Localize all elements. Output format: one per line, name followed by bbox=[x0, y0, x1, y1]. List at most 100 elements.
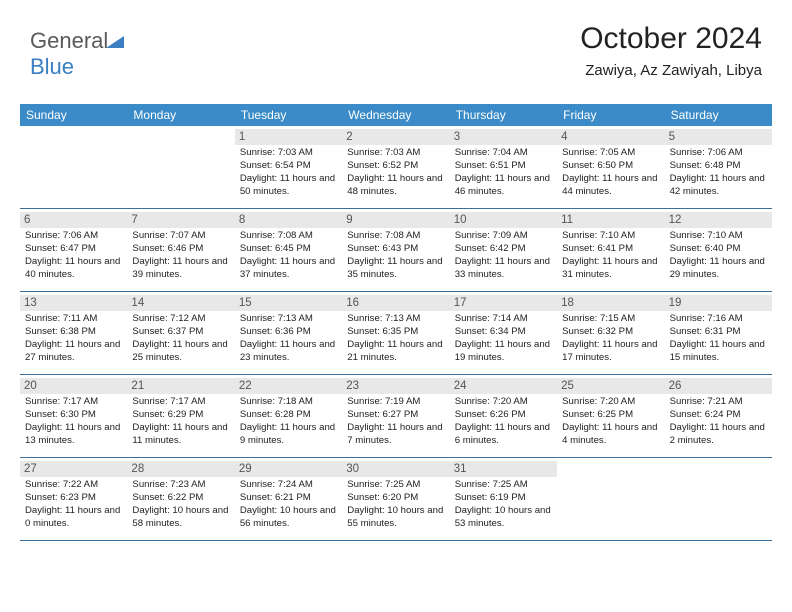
brand-part1: General bbox=[30, 28, 108, 53]
calendar-cell: 3Sunrise: 7:04 AMSunset: 6:51 PMDaylight… bbox=[450, 126, 557, 208]
day-number: . bbox=[127, 129, 234, 145]
day-number: 9 bbox=[342, 212, 449, 228]
day-info: Sunrise: 7:09 AMSunset: 6:42 PMDaylight:… bbox=[455, 230, 552, 282]
day-info: Sunrise: 7:14 AMSunset: 6:34 PMDaylight:… bbox=[455, 313, 552, 365]
day-info: Sunrise: 7:17 AMSunset: 6:29 PMDaylight:… bbox=[132, 396, 229, 448]
calendar-cell: 19 Sunrise: 7:16 AMSunset: 6:31 PMDayligh… bbox=[665, 292, 772, 374]
calendar-cell: 30 Sunrise: 7:25 AMSunset: 6:20 PMDayligh… bbox=[342, 458, 449, 540]
calendar-cell: 16Sunrise: 7:13 AMSunset: 6:35 PMDayligh… bbox=[342, 292, 449, 374]
calendar-cell: 28 Sunrise: 7:23 AMSunset: 6:22 PMDayligh… bbox=[127, 458, 234, 540]
calendar-cell-blank: . bbox=[127, 126, 234, 208]
day-info: Sunrise: 7:16 AMSunset: 6:31 PMDaylight:… bbox=[670, 313, 767, 365]
calendar-cell: 25 Sunrise: 7:20 AMSunset: 6:25 PMDayligh… bbox=[557, 375, 664, 457]
day-number: 19 bbox=[665, 295, 772, 311]
day-number: 22 bbox=[235, 378, 342, 394]
day-info: Sunrise: 7:06 AMSunset: 6:48 PMDaylight:… bbox=[670, 147, 767, 199]
day-number: 30 bbox=[342, 461, 449, 477]
day-info: Sunrise: 7:07 AMSunset: 6:46 PMDaylight:… bbox=[132, 230, 229, 282]
day-number: 31 bbox=[450, 461, 557, 477]
calendar-cell: 6 Sunrise: 7:06 AMSunset: 6:47 PMDaylight… bbox=[20, 209, 127, 291]
day-info: Sunrise: 7:25 AMSunset: 6:20 PMDaylight:… bbox=[347, 479, 444, 531]
calendar-cell-blank: . bbox=[665, 458, 772, 540]
calendar-cell: 1Sunrise: 7:03 AMSunset: 6:54 PMDaylight… bbox=[235, 126, 342, 208]
day-info: Sunrise: 7:03 AMSunset: 6:54 PMDaylight:… bbox=[240, 147, 337, 199]
calendar-cell: 23 Sunrise: 7:19 AMSunset: 6:27 PMDayligh… bbox=[342, 375, 449, 457]
calendar-cell: 31 Sunrise: 7:25 AMSunset: 6:19 PMDayligh… bbox=[450, 458, 557, 540]
day-info: Sunrise: 7:19 AMSunset: 6:27 PMDaylight:… bbox=[347, 396, 444, 448]
day-info: Sunrise: 7:13 AMSunset: 6:36 PMDaylight:… bbox=[240, 313, 337, 365]
calendar-cell: 5 Sunrise: 7:06 AMSunset: 6:48 PMDaylight… bbox=[665, 126, 772, 208]
day-info: Sunrise: 7:25 AMSunset: 6:19 PMDaylight:… bbox=[455, 479, 552, 531]
day-number: 25 bbox=[557, 378, 664, 394]
day-number: 28 bbox=[127, 461, 234, 477]
calendar-cell: 29 Sunrise: 7:24 AMSunset: 6:21 PMDayligh… bbox=[235, 458, 342, 540]
calendar-cell: 20 Sunrise: 7:17 AMSunset: 6:30 PMDayligh… bbox=[20, 375, 127, 457]
day-info: Sunrise: 7:13 AMSunset: 6:35 PMDaylight:… bbox=[347, 313, 444, 365]
day-number: 29 bbox=[235, 461, 342, 477]
flag-icon bbox=[106, 34, 128, 50]
day-info: Sunrise: 7:10 AMSunset: 6:41 PMDaylight:… bbox=[562, 230, 659, 282]
calendar-cell: 21 Sunrise: 7:17 AMSunset: 6:29 PMDayligh… bbox=[127, 375, 234, 457]
calendar-cell: 15 Sunrise: 7:13 AMSunset: 6:36 PMDayligh… bbox=[235, 292, 342, 374]
calendar-cell: 27 Sunrise: 7:22 AMSunset: 6:23 PMDayligh… bbox=[20, 458, 127, 540]
day-number: 15 bbox=[235, 295, 342, 311]
calendar-cell: 22Sunrise: 7:18 AMSunset: 6:28 PMDayligh… bbox=[235, 375, 342, 457]
day-number: 23 bbox=[342, 378, 449, 394]
day-number: 13 bbox=[20, 295, 127, 311]
title-location: Zawiya, Az Zawiyah, Libya bbox=[580, 62, 762, 79]
day-number: 26 bbox=[665, 378, 772, 394]
calendar-cell: 11Sunrise: 7:10 AMSunset: 6:41 PMDayligh… bbox=[557, 209, 664, 291]
day-info: Sunrise: 7:20 AMSunset: 6:26 PMDaylight:… bbox=[455, 396, 552, 448]
brand-part2: Blue bbox=[30, 54, 74, 79]
calendar-cell: 26Sunrise: 7:21 AMSunset: 6:24 PMDayligh… bbox=[665, 375, 772, 457]
calendar-cell: 7 Sunrise: 7:07 AMSunset: 6:46 PMDaylight… bbox=[127, 209, 234, 291]
calendar-week: ..1Sunrise: 7:03 AMSunset: 6:54 PMDaylig… bbox=[20, 126, 772, 209]
day-info: Sunrise: 7:20 AMSunset: 6:25 PMDaylight:… bbox=[562, 396, 659, 448]
day-number: 4 bbox=[557, 129, 664, 145]
day-number: 6 bbox=[20, 212, 127, 228]
day-number: 10 bbox=[450, 212, 557, 228]
day-info: Sunrise: 7:03 AMSunset: 6:52 PMDaylight:… bbox=[347, 147, 444, 199]
title-month: October 2024 bbox=[580, 22, 762, 56]
day-number: 5 bbox=[665, 129, 772, 145]
page-title: October 2024 Zawiya, Az Zawiyah, Libya bbox=[580, 22, 762, 79]
day-info: Sunrise: 7:05 AMSunset: 6:50 PMDaylight:… bbox=[562, 147, 659, 199]
day-number: 8 bbox=[235, 212, 342, 228]
calendar-cell: 13 Sunrise: 7:11 AMSunset: 6:38 PMDayligh… bbox=[20, 292, 127, 374]
weekday-label: Friday bbox=[557, 104, 664, 126]
day-info: Sunrise: 7:11 AMSunset: 6:38 PMDaylight:… bbox=[25, 313, 122, 365]
calendar-cell-blank: . bbox=[557, 458, 664, 540]
calendar-cell: 10 Sunrise: 7:09 AMSunset: 6:42 PMDayligh… bbox=[450, 209, 557, 291]
calendar-week: 27 Sunrise: 7:22 AMSunset: 6:23 PMDayligh… bbox=[20, 458, 772, 541]
day-number: 20 bbox=[20, 378, 127, 394]
day-number: 17 bbox=[450, 295, 557, 311]
day-number: 2 bbox=[342, 129, 449, 145]
weekday-label: Tuesday bbox=[235, 104, 342, 126]
weekday-label: Wednesday bbox=[342, 104, 449, 126]
calendar-cell: 9Sunrise: 7:08 AMSunset: 6:43 PMDaylight… bbox=[342, 209, 449, 291]
day-number: . bbox=[665, 461, 772, 477]
day-number: . bbox=[557, 461, 664, 477]
day-number: 27 bbox=[20, 461, 127, 477]
weekday-label: Thursday bbox=[450, 104, 557, 126]
day-info: Sunrise: 7:24 AMSunset: 6:21 PMDaylight:… bbox=[240, 479, 337, 531]
calendar-cell: 17 Sunrise: 7:14 AMSunset: 6:34 PMDayligh… bbox=[450, 292, 557, 374]
day-info: Sunrise: 7:15 AMSunset: 6:32 PMDaylight:… bbox=[562, 313, 659, 365]
day-info: Sunrise: 7:22 AMSunset: 6:23 PMDaylight:… bbox=[25, 479, 122, 531]
day-number: 7 bbox=[127, 212, 234, 228]
calendar-week: 6 Sunrise: 7:06 AMSunset: 6:47 PMDaylight… bbox=[20, 209, 772, 292]
day-number: 3 bbox=[450, 129, 557, 145]
day-info: Sunrise: 7:08 AMSunset: 6:45 PMDaylight:… bbox=[240, 230, 337, 282]
calendar-week: 20 Sunrise: 7:17 AMSunset: 6:30 PMDayligh… bbox=[20, 375, 772, 458]
day-info: Sunrise: 7:17 AMSunset: 6:30 PMDaylight:… bbox=[25, 396, 122, 448]
day-info: Sunrise: 7:06 AMSunset: 6:47 PMDaylight:… bbox=[25, 230, 122, 282]
day-number: 12 bbox=[665, 212, 772, 228]
day-number: 24 bbox=[450, 378, 557, 394]
calendar-cell: 24 Sunrise: 7:20 AMSunset: 6:26 PMDayligh… bbox=[450, 375, 557, 457]
calendar-cell: 14Sunrise: 7:12 AMSunset: 6:37 PMDayligh… bbox=[127, 292, 234, 374]
day-number: . bbox=[20, 129, 127, 145]
day-info: Sunrise: 7:23 AMSunset: 6:22 PMDaylight:… bbox=[132, 479, 229, 531]
calendar-cell: 4 Sunrise: 7:05 AMSunset: 6:50 PMDaylight… bbox=[557, 126, 664, 208]
day-number: 21 bbox=[127, 378, 234, 394]
brand-logo: General Blue bbox=[30, 28, 128, 80]
